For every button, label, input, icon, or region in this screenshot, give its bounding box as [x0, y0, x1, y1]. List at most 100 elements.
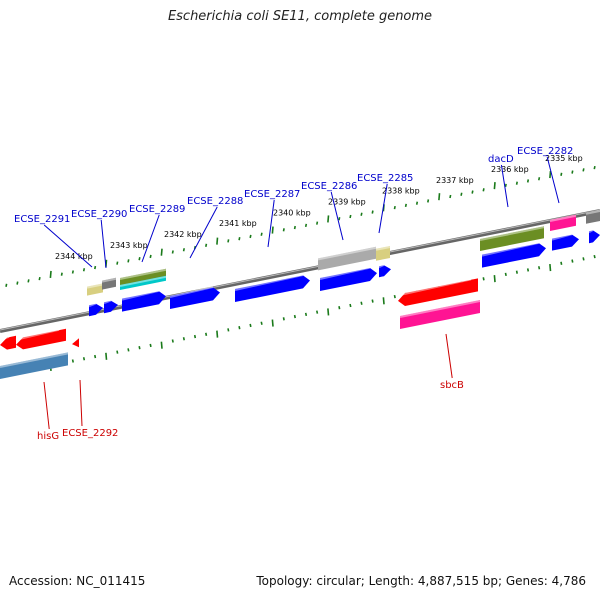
outer-tick [427, 199, 430, 203]
inner-tick [205, 332, 208, 336]
inner-tick [582, 257, 585, 261]
outer-tick [360, 212, 363, 216]
inner-tick [327, 308, 330, 316]
scale-tick-label: 2344 kbp [55, 252, 93, 261]
inner-tick [304, 312, 308, 317]
gene-labels: ECSE_2291 ECSE_2290 ECSE_2289ECSE_2288ECSE… [14, 146, 573, 442]
forward-leader-line [267, 199, 275, 248]
feature-gray-2286-shine [317, 246, 377, 261]
inner-tick [105, 352, 108, 360]
forward-leader-line [546, 156, 560, 204]
scale-tick-label: 2335 kbp [545, 154, 583, 163]
forward-gene-label: ECSE_2282 [517, 146, 573, 157]
forward-gene-label: ECSE_2286 [301, 181, 357, 192]
accession-text: Accession: NC_011415 [9, 574, 146, 588]
outer-tick [171, 250, 174, 254]
outer-tick [327, 215, 330, 223]
inner-tick [360, 301, 363, 305]
cds-forward-1-shine [88, 302, 97, 308]
outer-tick [538, 177, 541, 181]
outer-tick [16, 281, 19, 285]
outer-tick [238, 237, 241, 241]
inner-tick [271, 319, 274, 327]
inner-tick [482, 277, 485, 281]
feature-steel-1-shine [0, 352, 69, 368]
inner-tick [116, 350, 119, 354]
reverse-gene-label: hisG [37, 431, 59, 442]
feature-khaki-2285-shine [375, 246, 391, 251]
feature-olive-2289-shine [119, 268, 167, 280]
outer-tick [493, 182, 496, 190]
forward-gene-label: dacD [488, 154, 514, 165]
inner-tick [393, 294, 396, 299]
forward-leader-line [43, 224, 93, 268]
reverse-gene-label: ECSE_2292 [62, 428, 118, 439]
outer-tick [249, 234, 252, 239]
inner-tick [216, 330, 219, 338]
outer-tick [560, 172, 563, 176]
inner-tick [149, 343, 152, 348]
outer-tick [582, 168, 585, 172]
feature-cyan-2289-shine [119, 275, 167, 287]
cds-reverse-sbcB [398, 278, 478, 306]
inner-tick [593, 254, 596, 259]
inner-tick [227, 328, 230, 332]
feature-pink-2282 [550, 214, 576, 231]
inner-tick [138, 346, 141, 350]
feature-khaki-2291-shine [86, 283, 104, 289]
outer-tick [371, 210, 374, 214]
cds-forward-2-shine [103, 299, 112, 305]
feature-olive-dacD [480, 226, 544, 251]
outer-tick [116, 261, 119, 265]
inner-tick [293, 314, 296, 319]
outer-tick [282, 228, 285, 232]
cds-forward-9-shine [551, 233, 573, 241]
inner-tick [493, 275, 496, 283]
inner-tick [316, 310, 319, 314]
feature-khaki-2285 [376, 246, 390, 261]
outer-tick [60, 272, 63, 276]
forward-leader-line [330, 191, 344, 241]
forward-leader-line [378, 183, 388, 234]
feature-gray-2290-shine [101, 277, 117, 283]
scale-tick-label: 2338 kbp [382, 187, 420, 196]
outer-tick [438, 193, 441, 201]
outer-tick [138, 257, 141, 261]
reverse-leader-line [43, 381, 50, 430]
feature-gray-edge-shine [585, 210, 600, 215]
outer-tick [160, 248, 163, 256]
outer-tick [216, 237, 219, 245]
outer-tick [49, 270, 52, 278]
outer-tick [260, 232, 263, 236]
outer-tick [316, 221, 319, 225]
cds-forward-2 [104, 300, 118, 314]
outer-tick [549, 170, 552, 179]
cds-forward-5 [235, 275, 310, 302]
cds-reverse-hisG-shine [0, 335, 10, 341]
inner-tick [560, 261, 563, 265]
forward-gene-label: ECSE_2288 [187, 196, 243, 207]
inner-tick [382, 297, 385, 305]
inner-tick [349, 303, 352, 308]
topology-text: Topology: circular; Length: 4,887,515 bp… [256, 574, 586, 588]
cds-forward-3 [122, 291, 166, 312]
inner-tick [238, 326, 241, 330]
inner-tick [193, 334, 197, 339]
cds-reverse-hisG [0, 335, 16, 350]
inner-tick [127, 348, 130, 352]
outer-tick [471, 190, 474, 194]
cds-reverse-small [72, 338, 79, 348]
feature-pink-sbcB-shine [399, 300, 481, 318]
cds-reverse-sbcB-shine [397, 278, 472, 297]
forward-gene-label: ECSE_2291 [14, 214, 70, 225]
cds-forward-8 [482, 243, 546, 268]
scale-tick-label: 2341 kbp [219, 219, 257, 228]
inner-tick [571, 259, 574, 263]
outer-tick [449, 194, 452, 199]
outer-tick [393, 205, 396, 210]
outer-tick [38, 276, 41, 281]
inner-tick [260, 321, 263, 325]
outer-tick [127, 259, 130, 263]
inner-tick [371, 299, 374, 303]
outer-tick [205, 243, 208, 247]
